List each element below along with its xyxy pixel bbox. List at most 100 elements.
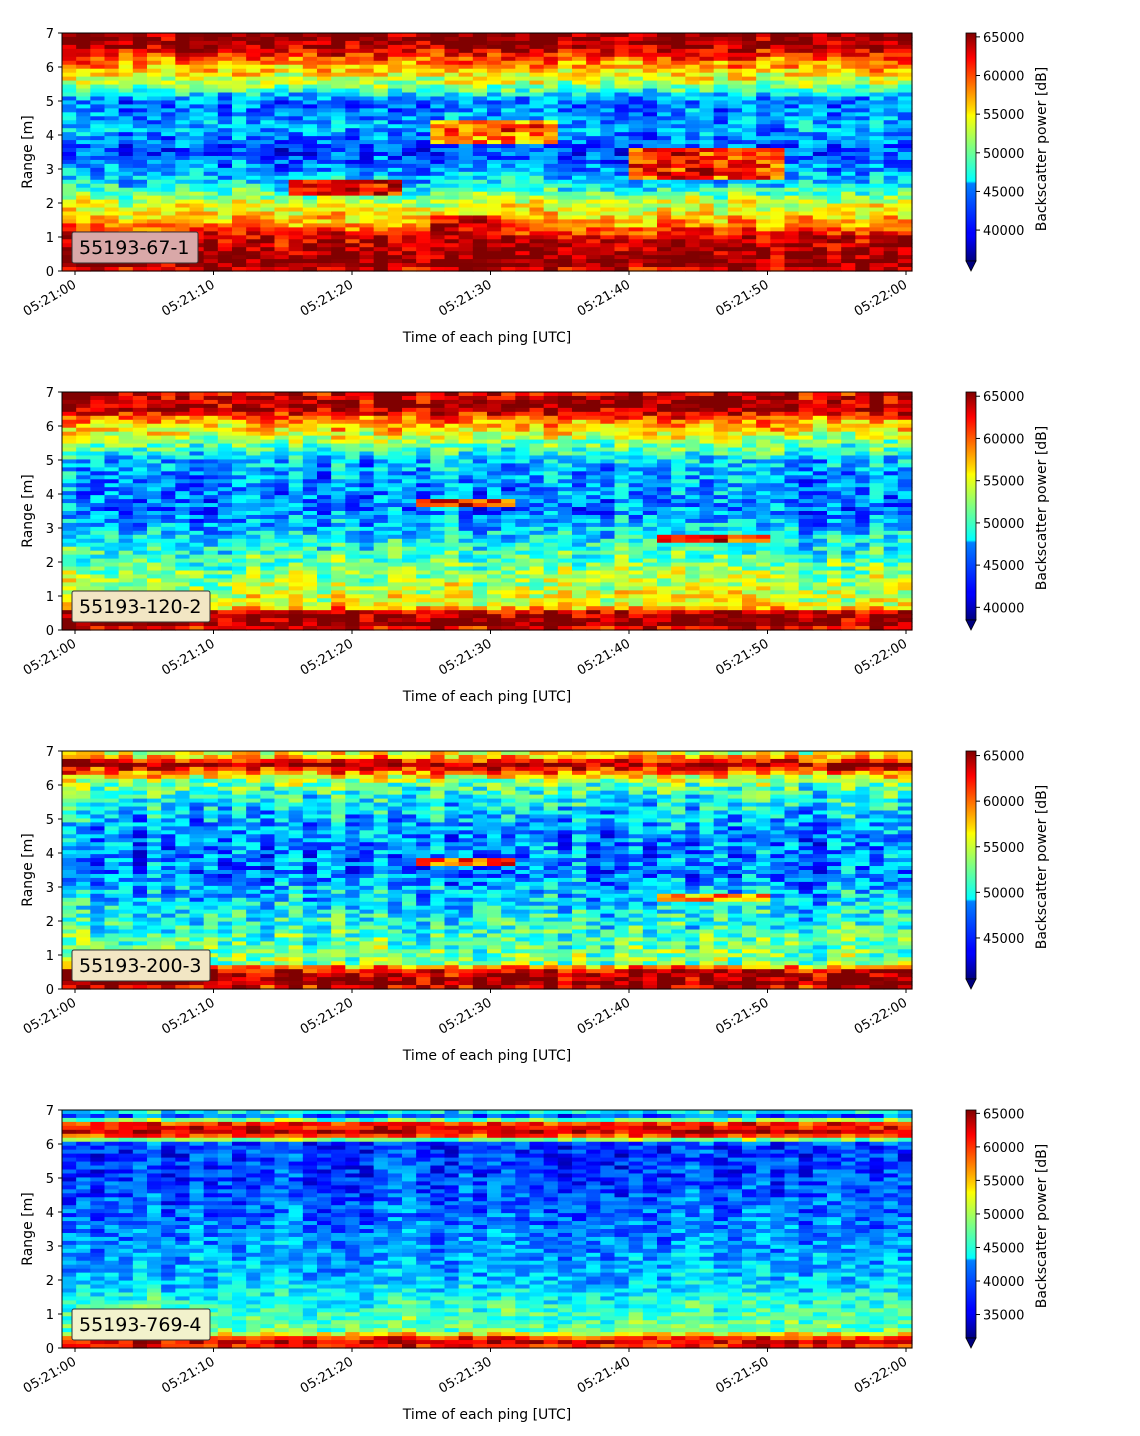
heatmap-cell [132, 542, 148, 548]
heatmap-cell [317, 554, 332, 560]
heatmap-cell [713, 136, 729, 141]
heatmap-cell [359, 526, 375, 532]
heatmap-cell [118, 148, 134, 153]
heatmap-cell [317, 179, 332, 185]
heatmap-cell [458, 251, 474, 256]
heatmap-cell [416, 52, 431, 58]
heatmap-cell [274, 546, 290, 552]
heatmap-cell [458, 247, 474, 252]
heatmap-cell [742, 223, 757, 228]
heatmap-cell [274, 84, 290, 90]
heatmap-cell [472, 207, 488, 213]
heatmap-cell [557, 155, 573, 161]
heatmap-cell [161, 570, 176, 576]
heatmap-cell [203, 76, 219, 82]
heatmap-cell [331, 92, 346, 98]
heatmap-cell [76, 155, 91, 161]
heatmap-cell [727, 223, 743, 228]
heatmap-cell [232, 183, 247, 189]
heatmap-cell [487, 108, 502, 113]
heatmap-cell [855, 259, 871, 264]
heatmap-cell [232, 626, 247, 631]
heatmap-cell [288, 56, 304, 62]
heatmap-cell [175, 159, 191, 165]
heatmap-cell [90, 526, 106, 532]
heatmap-cell [359, 475, 375, 480]
heatmap-cell [685, 60, 701, 66]
heatmap-cell [203, 207, 219, 213]
heatmap-cell [345, 251, 361, 256]
heatmap-cell [302, 614, 318, 619]
heatmap-cell [529, 267, 545, 272]
heatmap-cell [784, 104, 800, 109]
heatmap-cell [118, 507, 134, 512]
heatmap-cell [147, 395, 162, 401]
heatmap-cell [855, 100, 871, 105]
heatmap-cell [855, 33, 871, 38]
heatmap-cell [147, 507, 162, 512]
heatmap-cell [104, 435, 120, 441]
heatmap-cell [600, 207, 616, 213]
heatmap-cell [416, 108, 431, 113]
heatmap-cell [869, 44, 885, 50]
heatmap-cell [260, 104, 276, 109]
heatmap-cell [444, 80, 460, 86]
heatmap-cell [62, 195, 77, 201]
heatmap-cell [685, 227, 701, 232]
heatmap-cell [104, 84, 120, 90]
heatmap-cell [472, 255, 488, 260]
heatmap-cell [770, 52, 786, 58]
heatmap-cell [203, 72, 219, 78]
heatmap-cell [203, 259, 219, 264]
heatmap-cell [331, 219, 346, 224]
y-tick-label: 4 [46, 129, 54, 144]
heatmap-cell [685, 132, 701, 137]
heatmap-cell [756, 155, 771, 161]
heatmap-cell [827, 159, 842, 165]
heatmap-cell [147, 215, 162, 221]
heatmap-cell [543, 263, 559, 268]
heatmap-cell [90, 80, 106, 86]
heatmap-cell [614, 223, 630, 228]
heatmap-cell [189, 219, 205, 224]
heatmap-cell [897, 259, 913, 264]
heatmap-cell [600, 152, 616, 157]
heatmap-cell [614, 259, 630, 264]
heatmap-cell [897, 159, 913, 165]
heatmap-cell [317, 491, 332, 496]
heatmap-cell [274, 152, 290, 157]
heatmap-cell [614, 187, 630, 193]
heatmap-cell [232, 267, 247, 272]
heatmap-cell [274, 40, 290, 46]
heatmap-cell [203, 199, 219, 205]
heatmap-cell [317, 33, 332, 38]
heatmap-cell [118, 538, 134, 544]
heatmap-cell [402, 199, 417, 205]
heatmap-cell [175, 483, 191, 488]
heatmap-cell [685, 148, 701, 153]
heatmap-cell [472, 64, 488, 70]
heatmap-cell [62, 411, 77, 417]
heatmap-cell [402, 56, 417, 62]
heatmap-cell [586, 52, 601, 58]
heatmap-cell [586, 72, 601, 78]
heatmap-cell [841, 171, 856, 177]
heatmap-cell [232, 582, 247, 587]
heatmap-cell [217, 455, 233, 461]
heatmap-cell [784, 64, 800, 70]
heatmap-cell [373, 183, 389, 189]
heatmap-cell [642, 239, 658, 244]
heatmap-cell [217, 175, 233, 181]
heatmap-cell [246, 423, 261, 429]
heatmap-cell [189, 427, 205, 433]
heatmap-cell [487, 243, 502, 248]
heatmap-cell [288, 546, 304, 552]
heatmap-cell [175, 542, 191, 548]
heatmap-cell [543, 112, 559, 117]
heatmap-cell [897, 116, 913, 121]
heatmap-cell [76, 132, 91, 137]
heatmap-cell [727, 60, 743, 66]
heatmap-cell [713, 132, 729, 137]
heatmap-cell [770, 175, 786, 181]
heatmap-cell [317, 144, 332, 149]
